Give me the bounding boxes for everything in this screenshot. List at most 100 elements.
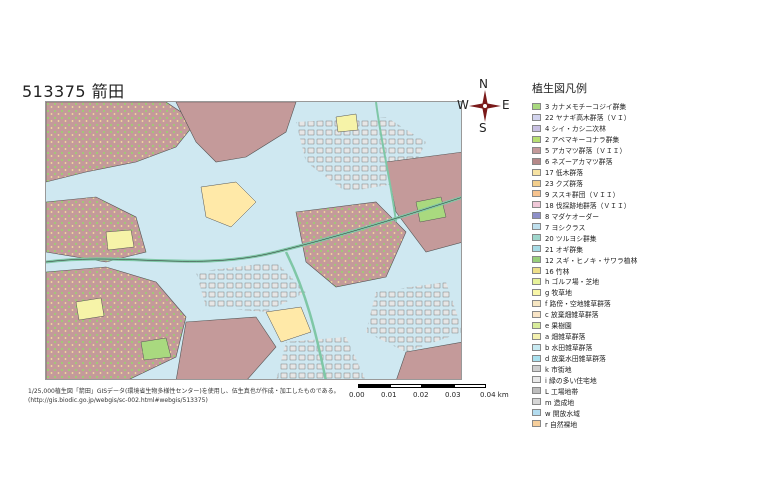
legend-swatch <box>532 190 541 198</box>
legend-item: 20 ツルヨシ群集 <box>532 232 682 243</box>
legend-swatch <box>532 398 541 406</box>
legend-label: 8 マダケオーダー <box>545 212 600 221</box>
legend-swatch <box>532 376 541 384</box>
legend-swatch <box>532 113 541 121</box>
legend-list: 3 カナメモチーコジイ群集 22 ヤナギ高木群落（ＶＩ） 4 シイ・カシ二次林 2 ア… <box>532 101 682 429</box>
legend-item: g 牧草地 <box>532 287 682 298</box>
credit-line-2: (http://gis.biodic.go.jp/webgis/sc-002.h… <box>28 397 208 404</box>
legend-label: 16 竹林 <box>545 267 570 276</box>
legend-item: 23 クズ群落 <box>532 178 682 189</box>
vegetation-map[interactable] <box>45 101 462 380</box>
legend-item: k 市街地 <box>532 364 682 375</box>
legend-swatch <box>532 365 541 373</box>
legend-item: 21 オギ群集 <box>532 243 682 254</box>
scale-label: 0.04 km <box>480 391 509 399</box>
legend-swatch <box>532 179 541 187</box>
compass-north-label: N <box>479 77 488 91</box>
legend-label: d 放棄水田雑草群落 <box>545 355 606 364</box>
legend-label: 20 ツルヨシ群集 <box>545 234 597 243</box>
credit-line-1: 1/25,000植生図「箭田」GISデータ(環境省生物多様性センター)を使用し、… <box>28 388 340 395</box>
legend-swatch <box>532 234 541 242</box>
legend-label: i 緑の多い住宅地 <box>545 376 597 385</box>
legend-item: L 工場地帯 <box>532 385 682 396</box>
legend-item: 4 シイ・カシ二次林 <box>532 123 682 134</box>
map-field-patch <box>335 113 359 133</box>
legend-title: 植生図凡例 <box>532 82 587 95</box>
legend-label: 6 ネズーアカマツ群落 <box>545 158 613 167</box>
map-field-patch <box>200 181 257 228</box>
legend-label: a 畑雑草群落 <box>545 333 586 342</box>
scale-segment <box>358 384 390 388</box>
map-title: 513375 箭田 <box>22 82 125 101</box>
legend-label: 12 スギ・ヒノキ・サワラ植林 <box>545 256 638 265</box>
legend-swatch <box>532 321 541 329</box>
legend-label: h ゴルフ場・芝地 <box>545 278 600 287</box>
legend-label: 18 伐採跡地群落（ＶＩＩ） <box>545 201 631 210</box>
data-credit: 1/25,000植生図「箭田」GISデータ(環境省生物多様性センター)を使用し、… <box>28 387 340 405</box>
legend-label: g 牧草地 <box>545 289 572 298</box>
compass-south-label: S <box>479 121 487 135</box>
legend-swatch <box>532 102 541 110</box>
scale-label: 0.01 <box>381 391 397 399</box>
legend-item: r 自然裸地 <box>532 418 682 429</box>
legend-swatch <box>532 168 541 176</box>
legend-item: 9 ススキ群団（ＶＩＩ） <box>532 189 682 200</box>
legend-item: b 水田雑草群落 <box>532 342 682 353</box>
legend-label: 2 アベマキーコナラ群集 <box>545 136 620 145</box>
legend-item: f 路傍・空地雑草群落 <box>532 298 682 309</box>
map-road <box>46 197 461 263</box>
map-field-patch <box>75 297 105 321</box>
legend-item: h ゴルフ場・芝地 <box>532 276 682 287</box>
compass-east-label: E <box>502 98 510 112</box>
map-road <box>375 102 397 223</box>
north-arrow: N S E W <box>456 77 514 135</box>
legend-item: 6 ネズーアカマツ群落 <box>532 156 682 167</box>
legend-label: 22 ヤナギ高木群落（ＶＩ） <box>545 114 631 123</box>
legend-swatch <box>532 223 541 231</box>
legend-label: 3 カナメモチーコジイ群集 <box>545 103 627 112</box>
legend-swatch <box>532 201 541 209</box>
legend-item: e 果樹園 <box>532 320 682 331</box>
legend-swatch <box>532 310 541 318</box>
legend-swatch <box>532 299 541 307</box>
map-forest-patch <box>175 102 297 163</box>
map-forest-patch <box>396 342 461 379</box>
legend-label: e 果樹園 <box>545 322 572 331</box>
legend-swatch <box>532 332 541 340</box>
vegetation-map-canvas <box>46 102 461 379</box>
legend-swatch <box>532 409 541 417</box>
map-road <box>284 251 327 379</box>
legend-item: 7 ヨシクラス <box>532 221 682 232</box>
legend-label: 7 ヨシクラス <box>545 223 586 232</box>
legend-label: w 開放水域 <box>545 409 580 418</box>
legend-item: 8 マダケオーダー <box>532 210 682 221</box>
map-forest-patch <box>176 316 277 379</box>
compass-rose-icon <box>469 90 501 122</box>
legend-swatch <box>532 277 541 285</box>
legend-label: 4 シイ・カシ二次林 <box>545 125 606 134</box>
legend-item: 2 アベマキーコナラ群集 <box>532 134 682 145</box>
scale-label: 0.03 <box>445 391 461 399</box>
legend-label: 23 クズ群落 <box>545 180 583 189</box>
legend-swatch <box>532 212 541 220</box>
map-field-patch <box>265 306 312 343</box>
scale-label: 0.02 <box>413 391 429 399</box>
legend-swatch <box>532 288 541 296</box>
legend-item: w 開放水域 <box>532 407 682 418</box>
legend-label: 21 オギ群集 <box>545 245 583 254</box>
legend-swatch <box>532 157 541 165</box>
legend-item: c 放棄畑雑草群落 <box>532 309 682 320</box>
legend-label: f 路傍・空地雑草群落 <box>545 300 611 309</box>
legend-swatch <box>532 343 541 351</box>
scale-segment <box>422 384 454 388</box>
legend-swatch <box>532 420 541 428</box>
legend-swatch <box>532 354 541 362</box>
map-field-patch <box>415 196 447 223</box>
legend-item: 16 竹林 <box>532 265 682 276</box>
legend-label: m 造成地 <box>545 398 575 407</box>
legend-item: 17 低木群落 <box>532 167 682 178</box>
vegetation-legend: 植生図凡例 3 カナメモチーコジイ群集 22 ヤナギ高木群落（ＶＩ） 4 シイ・カシ… <box>532 80 682 429</box>
legend-swatch <box>532 387 541 395</box>
scale-label: 0.00 <box>349 391 365 399</box>
map-field-patch <box>140 337 172 361</box>
